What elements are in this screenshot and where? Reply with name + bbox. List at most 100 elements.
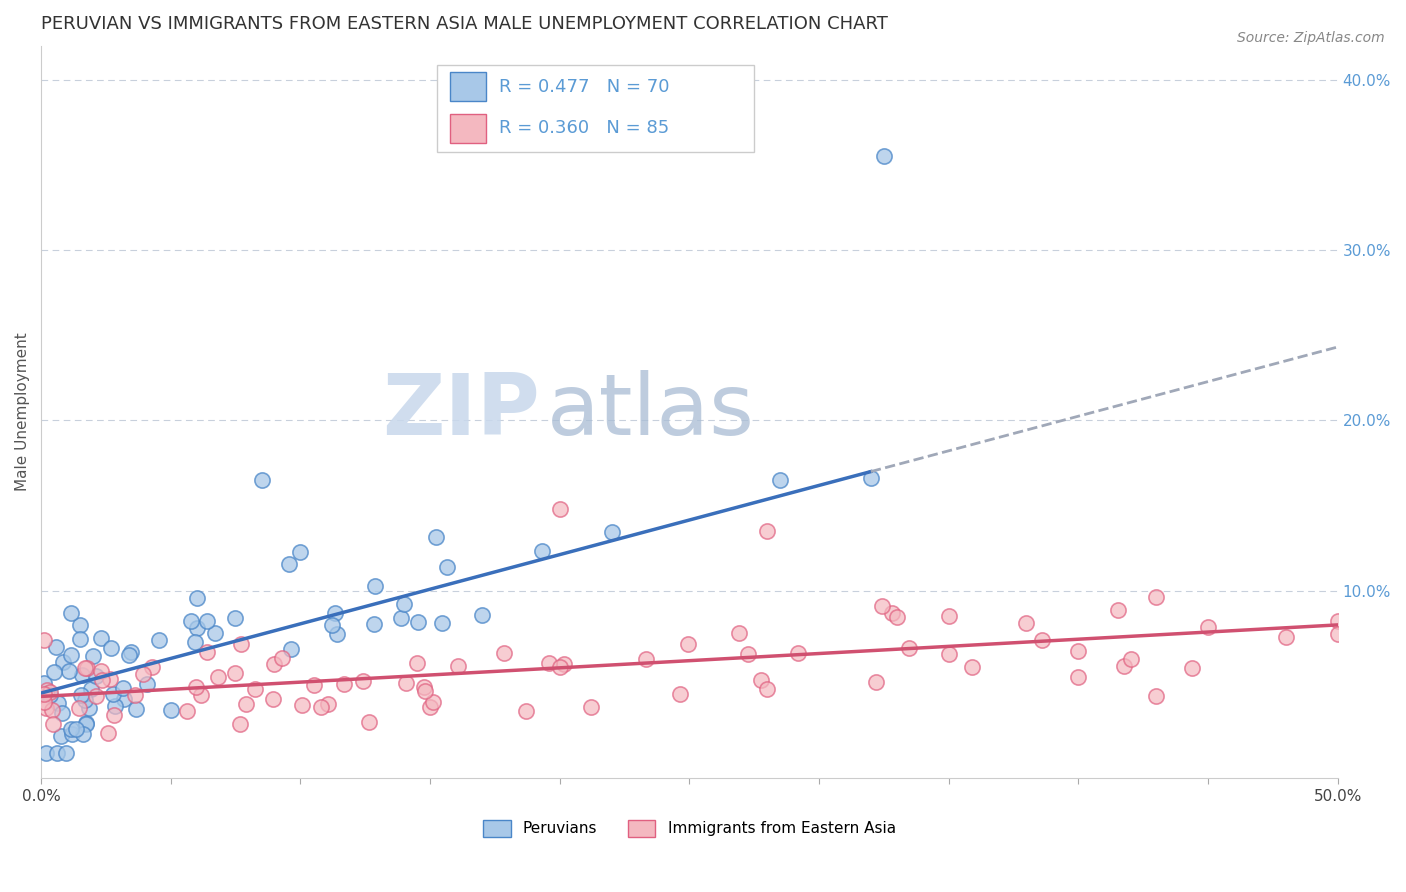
Point	[46, 696, 69, 710]
Point	[548, 660, 571, 674]
Point	[531, 544, 554, 558]
Point	[75, 717, 97, 731]
Point	[1015, 615, 1038, 630]
Point	[195, 614, 218, 628]
Point	[59, 648, 82, 663]
Point	[34, 746, 56, 760]
Point	[898, 641, 921, 656]
Point	[103, 708, 125, 723]
Point	[302, 678, 325, 692]
Point	[270, 651, 292, 665]
Point	[45, 640, 67, 655]
Point	[60, 606, 83, 620]
Point	[422, 696, 444, 710]
Point	[132, 667, 155, 681]
Legend: Peruvians, Immigrants from Eastern Asia: Peruvians, Immigrants from Eastern Asia	[484, 820, 896, 837]
Point	[72, 727, 94, 741]
FancyBboxPatch shape	[436, 65, 754, 152]
Text: PERUVIAN VS IMMIGRANTS FROM EASTERN ASIA MALE UNEMPLOYMENT CORRELATION CHART: PERUVIAN VS IMMIGRANTS FROM EASTERN ASIA…	[41, 15, 889, 33]
Point	[333, 676, 356, 690]
Point	[204, 626, 226, 640]
Point	[737, 647, 759, 661]
Point	[548, 502, 571, 516]
Point	[125, 702, 148, 716]
Point	[553, 657, 575, 671]
Text: R = 0.477   N = 70: R = 0.477 N = 70	[499, 78, 669, 95]
Point	[207, 670, 229, 684]
Point	[60, 722, 83, 736]
Point	[224, 665, 246, 680]
Point	[290, 545, 312, 559]
Point	[70, 667, 93, 681]
Point	[32, 676, 55, 690]
Text: R = 0.360   N = 85: R = 0.360 N = 85	[499, 120, 669, 137]
Point	[415, 683, 437, 698]
Point	[73, 693, 96, 707]
Point	[101, 688, 124, 702]
Point	[600, 524, 623, 539]
Point	[291, 698, 314, 712]
Point	[160, 702, 183, 716]
Point	[280, 642, 302, 657]
Point	[579, 700, 602, 714]
Point	[135, 677, 157, 691]
Point	[1107, 603, 1129, 617]
Point	[84, 689, 107, 703]
Point	[1197, 620, 1219, 634]
Point	[277, 558, 299, 572]
Point	[357, 714, 380, 729]
Point	[352, 673, 374, 688]
Bar	[450, 72, 486, 102]
Point	[430, 615, 453, 630]
Point	[141, 660, 163, 674]
Point	[35, 701, 58, 715]
Point	[183, 634, 205, 648]
Point	[309, 699, 332, 714]
Point	[1181, 661, 1204, 675]
Point	[406, 656, 429, 670]
Point	[186, 621, 208, 635]
Point	[229, 717, 252, 731]
Point	[413, 681, 436, 695]
Point	[190, 688, 212, 702]
Point	[104, 698, 127, 713]
Point	[1112, 658, 1135, 673]
Point	[100, 641, 122, 656]
Point	[886, 609, 908, 624]
Point	[363, 617, 385, 632]
Point	[1067, 670, 1090, 684]
Point	[235, 697, 257, 711]
Point	[124, 689, 146, 703]
Point	[32, 695, 55, 709]
Point	[938, 648, 960, 662]
Point	[224, 611, 246, 625]
Point	[1144, 690, 1167, 704]
Point	[250, 473, 273, 487]
Point	[436, 559, 458, 574]
Point	[406, 615, 429, 629]
Point	[80, 682, 103, 697]
Point	[1067, 643, 1090, 657]
Point	[1144, 590, 1167, 604]
Point	[52, 655, 75, 669]
Point	[91, 673, 114, 687]
Point	[494, 646, 516, 660]
Point	[668, 687, 690, 701]
Point	[42, 717, 65, 731]
Point	[195, 645, 218, 659]
Point	[392, 597, 415, 611]
Point	[69, 618, 91, 632]
Point	[419, 700, 441, 714]
Point	[880, 606, 903, 620]
Point	[321, 618, 343, 632]
Point	[749, 673, 772, 688]
Point	[75, 716, 97, 731]
Bar	[450, 114, 486, 143]
Point	[538, 656, 561, 670]
Point	[90, 631, 112, 645]
Point	[728, 626, 751, 640]
Point	[51, 706, 73, 720]
Point	[865, 674, 887, 689]
Point	[960, 659, 983, 673]
Point	[42, 665, 65, 679]
